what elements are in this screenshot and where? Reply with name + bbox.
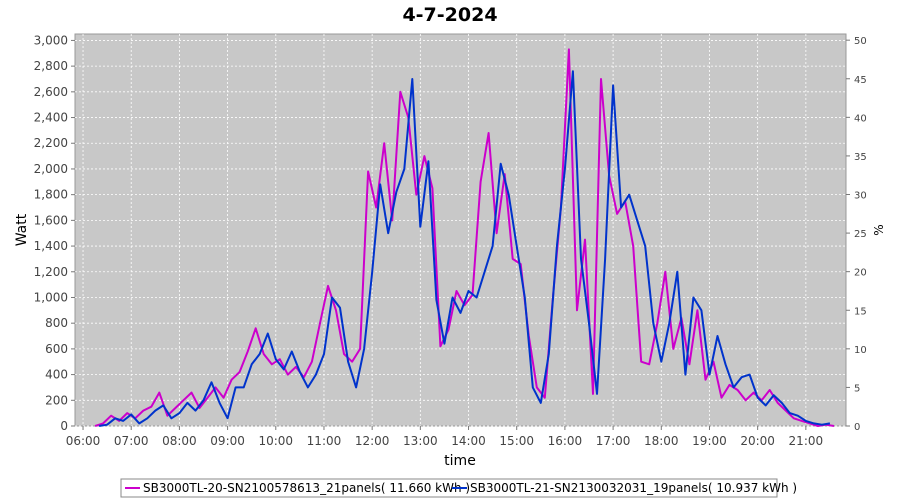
y-tick-label: 400 (45, 368, 68, 382)
series-line-2 (98, 70, 831, 427)
plot-area (74, 33, 847, 427)
y-axis-label: Watt (14, 213, 30, 246)
y-tick-label: 2,800 (34, 59, 68, 73)
y2-tick-label: 10 (854, 345, 867, 356)
y2-tick-label: 5 (854, 383, 860, 394)
x-tick-label: 11:00 (307, 434, 342, 448)
x-axis: 06:00 07:00 08:00 09:00 10:00 11:00 12:00 13:00… (66, 426, 823, 448)
x-tick-label: 10:00 (258, 434, 293, 448)
legend-label-series-2: SB3000TL-21-SN2130032031_19panels( 10.93… (470, 481, 797, 495)
y-tick-label: 1,400 (34, 239, 68, 253)
x-tick-label: 21:00 (789, 434, 824, 448)
y2-tick-label: 50 (854, 36, 867, 47)
x-tick-label: 16:00 (548, 434, 583, 448)
y-tick-label: 3,000 (34, 33, 68, 47)
x-tick-label: 07:00 (114, 434, 149, 448)
y2-tick-label: 40 (854, 113, 867, 124)
y-tick-label: 2,400 (34, 111, 68, 125)
y-tick-label: 200 (45, 393, 68, 407)
x-tick-label: 06:00 (66, 434, 101, 448)
x-tick-label: 18:00 (644, 434, 679, 448)
y-tick-label: 800 (45, 316, 68, 330)
y-tick-label: 2,200 (34, 136, 68, 150)
y2-tick-label: 15 (854, 306, 867, 317)
y2-tick-label: 25 (854, 229, 867, 240)
grid-lines (75, 34, 846, 427)
x-tick-label: 19:00 (692, 434, 727, 448)
x-tick-label: 13:00 (403, 434, 438, 448)
legend-box (120, 478, 778, 498)
x-tick-label: 14:00 (451, 434, 486, 448)
y2-axis-label: % (872, 224, 886, 235)
legend: SB3000TL-20-SN2100578613_21panels( 11.66… (120, 478, 797, 498)
y2-tick-label: 45 (854, 75, 867, 86)
x-tick-label: 15:00 (499, 434, 534, 448)
x-tick-label: 20:00 (740, 434, 775, 448)
y2-tick-label: 30 (854, 191, 867, 202)
legend-label-series-1: SB3000TL-20-SN2100578613_21panels( 11.66… (143, 481, 470, 495)
x-axis-label: time (444, 453, 476, 469)
y-tick-label: 1,600 (34, 213, 68, 227)
y-tick-label: 2,600 (34, 85, 68, 99)
x-tick-label: 08:00 (162, 434, 197, 448)
y-axis-left: 0 200 400 600 800 1,000 1,200 1,400 1,600 1,800 2,… (34, 33, 75, 433)
y2-tick-label: 20 (854, 268, 867, 279)
y-tick-label: 1,200 (34, 265, 68, 279)
chart-title: 4-7-2024 (402, 4, 497, 26)
y-tick-label: 600 (45, 342, 68, 356)
y2-tick-label: 0 (854, 422, 860, 433)
y-axis-right: 0 5 10 15 20 25 30 35 40 45 50 (846, 36, 867, 433)
y-tick-label: 1,000 (34, 290, 68, 304)
x-tick-label: 12:00 (355, 434, 390, 448)
series-lines (94, 48, 835, 427)
x-tick-label: 09:00 (210, 434, 245, 448)
y-tick-label: 1,800 (34, 188, 68, 202)
x-tick-label: 17:00 (596, 434, 631, 448)
y2-tick-label: 35 (854, 152, 867, 163)
y-tick-label: 0 (60, 419, 68, 433)
y-tick-label: 2,000 (34, 162, 68, 176)
